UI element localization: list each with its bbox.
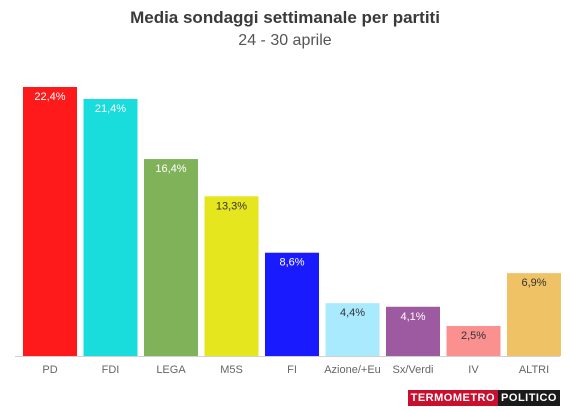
bar-pd xyxy=(23,87,77,356)
x-tick-label: FI xyxy=(287,364,297,376)
x-tick-label: ALTRI xyxy=(519,364,549,376)
value-label: 4,4% xyxy=(340,307,365,319)
logo-part-termometro: TERMOMETRO xyxy=(407,390,499,406)
value-label: 6,9% xyxy=(521,277,546,289)
value-label: 13,3% xyxy=(216,200,247,212)
x-tick-label: IV xyxy=(468,364,479,376)
brand-logo: TERMOMETRO POLITICO xyxy=(407,390,560,406)
value-label: 16,4% xyxy=(155,163,186,175)
bar-m5s xyxy=(204,196,259,356)
x-tick-label: Azione/+Eu xyxy=(324,364,381,376)
x-tick-label: M5S xyxy=(220,364,243,376)
value-label: 21,4% xyxy=(95,103,126,115)
value-label: 8,6% xyxy=(279,257,304,269)
bar-iv xyxy=(446,325,501,356)
chart-subtitle: 24 - 30 aprile xyxy=(238,32,332,49)
x-tick-label: LEGA xyxy=(156,364,186,376)
value-label: 4,1% xyxy=(400,311,425,323)
x-tick-label: FDI xyxy=(102,364,120,376)
value-label: 22,4% xyxy=(34,91,65,103)
bar-altri xyxy=(507,273,561,356)
x-tick-label: PD xyxy=(42,364,57,376)
chart-title: Media sondaggi settimanale per partiti xyxy=(130,8,440,27)
bar-sx-verdi xyxy=(386,306,440,356)
bar-lega xyxy=(144,159,198,356)
bar-fdi xyxy=(83,99,138,357)
bar-azione-eu xyxy=(325,303,380,356)
bar-fi xyxy=(265,252,319,356)
value-label: 2,5% xyxy=(461,330,486,342)
logo-part-politico: POLITICO xyxy=(498,390,560,406)
x-tick-label: Sx/Verdi xyxy=(393,364,434,376)
